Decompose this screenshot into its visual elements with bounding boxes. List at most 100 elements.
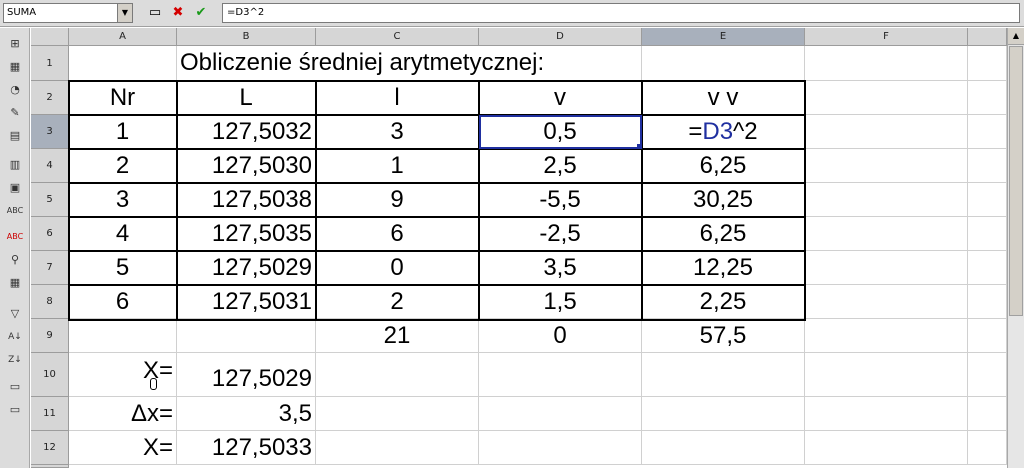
cell-c7[interactable]: 0 xyxy=(316,251,479,285)
row-header-10[interactable]: 10 xyxy=(31,353,69,397)
cell-b5[interactable]: 127,5038 xyxy=(177,183,316,217)
cell-d8[interactable]: 1,5 xyxy=(479,285,642,319)
cell-d11[interactable] xyxy=(479,397,642,431)
cell-b2[interactable]: L xyxy=(177,81,316,115)
cell-b9[interactable] xyxy=(177,319,316,353)
cell-a12[interactable]: X= xyxy=(69,431,177,465)
cell-c12[interactable] xyxy=(316,431,479,465)
cell-c6[interactable]: 6 xyxy=(316,217,479,251)
cell-e8[interactable]: 2,25 xyxy=(642,285,805,319)
formula-input[interactable]: =D3^2 xyxy=(222,3,1020,23)
cell-c3[interactable]: 3 xyxy=(316,115,479,149)
scrollbar-thumb[interactable] xyxy=(1009,46,1023,316)
cell-f11[interactable] xyxy=(805,397,968,431)
autospellcheck-icon[interactable]: ABC xyxy=(6,232,24,241)
cell-f12[interactable] xyxy=(805,431,968,465)
cell-e3-editing[interactable]: =D3^2 xyxy=(642,115,805,149)
cell-d9[interactable]: 0 xyxy=(479,319,642,353)
fill-handle[interactable] xyxy=(637,144,642,149)
cell-c11[interactable] xyxy=(316,397,479,431)
column-header-d[interactable]: D xyxy=(479,28,642,46)
cell-e2[interactable]: v v xyxy=(642,81,805,115)
cell-f2[interactable] xyxy=(805,81,968,115)
cell-c8[interactable]: 2 xyxy=(316,285,479,319)
row-header-5[interactable]: 5 xyxy=(31,183,69,217)
cell-f1[interactable] xyxy=(805,46,968,81)
cell-d10[interactable] xyxy=(479,353,642,397)
ungroup-icon[interactable]: ▭ xyxy=(9,403,21,416)
cancel-icon[interactable]: ✖ xyxy=(172,5,184,20)
group-icon[interactable]: ▭ xyxy=(9,380,21,393)
cell-f9[interactable] xyxy=(805,319,968,353)
sort-ascending-icon[interactable]: A↓ xyxy=(8,332,22,342)
cell-a11[interactable]: Δx= xyxy=(69,397,177,431)
filter-icon[interactable]: ▽ xyxy=(10,307,20,320)
cell-f3[interactable] xyxy=(805,115,968,149)
sort-descending-icon[interactable]: Z↓ xyxy=(8,355,22,365)
accept-icon[interactable]: ✔ xyxy=(195,5,207,20)
column-header-b[interactable]: B xyxy=(177,28,316,46)
edit-icon[interactable]: ✎ xyxy=(10,106,20,119)
cell-e1[interactable] xyxy=(642,46,805,81)
cell-b10[interactable]: 127,5029 xyxy=(177,353,316,397)
cell-b12[interactable]: 127,5033 xyxy=(177,431,316,465)
column-header-e[interactable]: E xyxy=(642,28,805,46)
cell-c5[interactable]: 9 xyxy=(316,183,479,217)
row-header-8[interactable]: 8 xyxy=(31,285,69,319)
row-header-12[interactable]: 12 xyxy=(31,431,69,465)
navigator-icon[interactable]: ⊞ xyxy=(10,37,20,50)
cell-a4[interactable]: 2 xyxy=(69,149,177,183)
cell-a8[interactable]: 6 xyxy=(69,285,177,319)
cell-f5[interactable] xyxy=(805,183,968,217)
cell-f7[interactable] xyxy=(805,251,968,285)
cell-c1[interactable] xyxy=(316,46,479,81)
cell-g1[interactable] xyxy=(968,46,1007,81)
cell-e12[interactable] xyxy=(642,431,805,465)
chart-icon[interactable]: ◔ xyxy=(10,83,20,96)
cell-g10[interactable] xyxy=(968,353,1007,397)
cell-b6[interactable]: 127,5035 xyxy=(177,217,316,251)
function-wizard-icon[interactable]: ▭ xyxy=(148,5,162,20)
cell-c2[interactable]: l xyxy=(316,81,479,115)
cell-e7[interactable]: 12,25 xyxy=(642,251,805,285)
cell-d3[interactable]: 0,5 xyxy=(479,115,642,149)
cell-g5[interactable] xyxy=(968,183,1007,217)
column-header-c[interactable]: C xyxy=(316,28,479,46)
column-header-a[interactable]: A xyxy=(69,28,177,46)
cell-b11[interactable]: 3,5 xyxy=(177,397,316,431)
row-header-6[interactable]: 6 xyxy=(31,217,69,251)
row-header-7[interactable]: 7 xyxy=(31,251,69,285)
row-header-11[interactable]: 11 xyxy=(31,397,69,431)
cell-e10[interactable] xyxy=(642,353,805,397)
cell-d2[interactable]: v xyxy=(479,81,642,115)
cell-g7[interactable] xyxy=(968,251,1007,285)
cell-a1[interactable] xyxy=(69,46,177,81)
cell-d6[interactable]: -2,5 xyxy=(479,217,642,251)
cell-a7[interactable]: 5 xyxy=(69,251,177,285)
row-header-3[interactable]: 3 xyxy=(31,115,69,149)
cell-e9[interactable]: 57,5 xyxy=(642,319,805,353)
cell-f6[interactable] xyxy=(805,217,968,251)
cell-a6[interactable]: 4 xyxy=(69,217,177,251)
cell-f8[interactable] xyxy=(805,285,968,319)
insert-rows-icon[interactable]: ▥ xyxy=(9,158,21,171)
cell-g4[interactable] xyxy=(968,149,1007,183)
datasource-icon[interactable]: ▦ xyxy=(9,276,21,289)
cell-d12[interactable] xyxy=(479,431,642,465)
cell-g12[interactable] xyxy=(968,431,1007,465)
row-header-1[interactable]: 1 xyxy=(31,46,69,81)
column-header-f[interactable]: F xyxy=(805,28,968,46)
vertical-scrollbar[interactable]: ▲ xyxy=(1007,28,1024,468)
cell-b3[interactable]: 127,5032 xyxy=(177,115,316,149)
cell-g2[interactable] xyxy=(968,81,1007,115)
column-header-g[interactable] xyxy=(968,28,1007,46)
cell-f4[interactable] xyxy=(805,149,968,183)
cell-a10[interactable]: X= xyxy=(69,353,177,397)
cell-g6[interactable] xyxy=(968,217,1007,251)
cell-b4[interactable]: 127,5030 xyxy=(177,149,316,183)
cell-d5[interactable]: -5,5 xyxy=(479,183,642,217)
cell-a3[interactable]: 1 xyxy=(69,115,177,149)
cell-g9[interactable] xyxy=(968,319,1007,353)
cell-e6[interactable]: 6,25 xyxy=(642,217,805,251)
cell-c4[interactable]: 1 xyxy=(316,149,479,183)
